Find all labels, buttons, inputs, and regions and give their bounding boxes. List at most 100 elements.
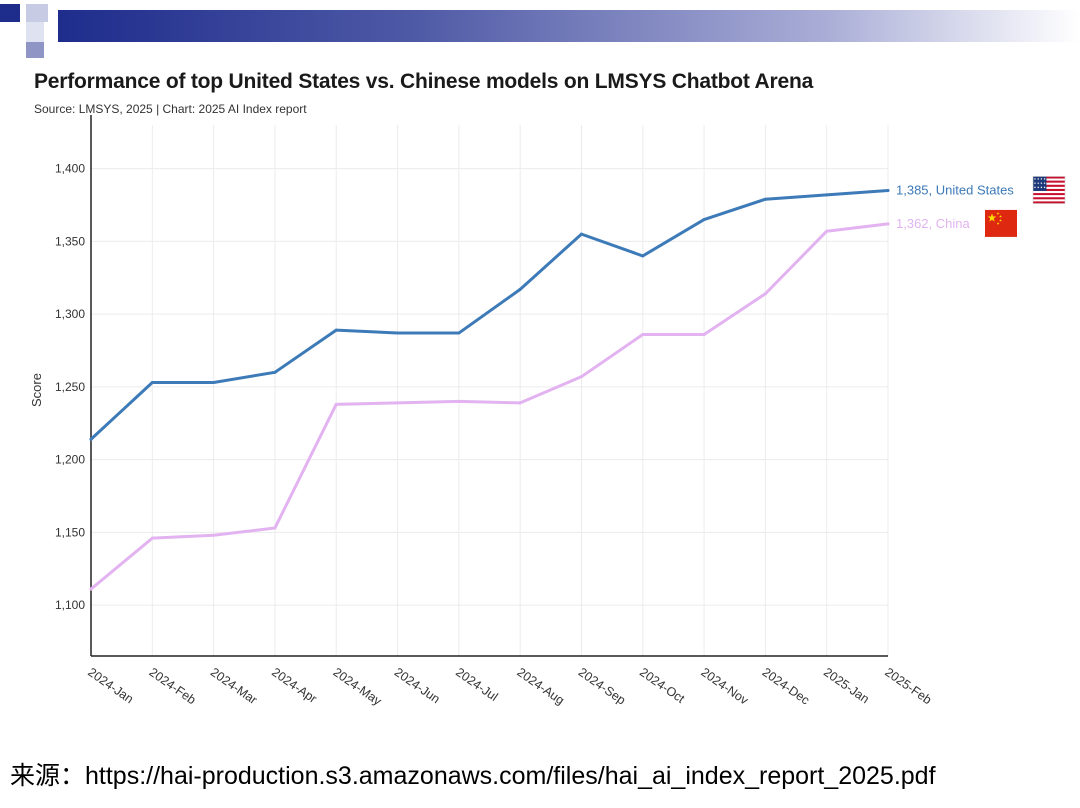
flag-star	[1034, 182, 1036, 184]
flag-stripe	[1033, 180, 1065, 183]
x-tick-label: 2024-Oct	[637, 665, 688, 706]
flag-star	[1040, 182, 1043, 184]
data-point	[518, 401, 522, 405]
flag-star	[1040, 186, 1043, 189]
data-point	[579, 232, 583, 236]
flag-stripe	[1033, 199, 1065, 202]
header-gradient-bar	[58, 10, 1080, 42]
header-square-1	[0, 4, 20, 22]
chart-subtitle: Source: LMSYS, 2025 | Chart: 2025 AI Ind…	[34, 102, 307, 116]
data-point	[763, 197, 767, 201]
data-point	[273, 370, 277, 374]
y-tick-label: 1,250	[55, 380, 85, 394]
data-point	[212, 533, 216, 537]
data-point	[457, 399, 461, 403]
x-tick-label: 2024-Dec	[760, 665, 812, 708]
x-tick-label: 2025-Feb	[882, 665, 934, 707]
flag-star	[996, 221, 1000, 225]
flag-stripe	[1033, 188, 1065, 192]
y-tick-label: 1,400	[55, 162, 85, 176]
x-tick-label: 2024-Apr	[269, 665, 319, 706]
series-line-china	[89, 222, 890, 591]
x-tick-label: 2024-Aug	[514, 665, 566, 708]
header-square-3	[26, 22, 44, 42]
data-point	[886, 188, 890, 192]
series-line-united-states	[89, 188, 890, 441]
flag-star	[1043, 186, 1046, 189]
flag-field	[985, 209, 1017, 237]
flag-stripe	[1033, 195, 1065, 198]
flag-star	[1043, 178, 1046, 180]
data-point	[641, 254, 645, 258]
data-point	[518, 287, 522, 291]
flag-stripe	[1033, 178, 1065, 181]
data-point	[150, 380, 154, 384]
source-url[interactable]: https://hai-production.s3.amazonaws.com/…	[85, 762, 936, 790]
data-point	[457, 331, 461, 335]
footer-source: 来源：https://hai-production.s3.amazonaws.c…	[10, 756, 936, 792]
x-tick-label: 2024-Jun	[392, 665, 443, 706]
data-point	[702, 218, 706, 222]
china-flag-icon	[985, 209, 1017, 237]
header-square-4	[26, 42, 44, 58]
x-tick-label: 2024-Feb	[147, 665, 199, 707]
flag-star	[1037, 178, 1039, 180]
flag-star	[996, 211, 1000, 215]
line-chart: 1,100 1,150 1,200 1,250 1,300 1,350 1,400 2024-…	[29, 115, 1066, 709]
y-tick-label: 1,300	[55, 307, 85, 321]
data-point	[273, 526, 277, 530]
x-tick-label: 2024-Jan	[85, 665, 136, 706]
series-end-label: 1,385, United States	[896, 182, 1014, 197]
x-tick-label: 2024-Nov	[698, 665, 751, 708]
flag-star	[987, 213, 997, 222]
flag-star	[1040, 178, 1043, 180]
flag-star	[999, 214, 1002, 218]
data-point	[579, 375, 583, 379]
x-tick-label: 2024-May	[331, 665, 385, 709]
data-point	[825, 229, 829, 233]
y-tick-label: 1,100	[55, 598, 85, 612]
flag-star	[1037, 186, 1039, 189]
flag-star	[1034, 178, 1036, 180]
flag-stripe	[1033, 184, 1065, 188]
flag-canton	[1033, 176, 1047, 192]
series-end-label: 1,362, China	[896, 216, 970, 231]
y-tick-label: 1,200	[55, 453, 85, 467]
flag-stripe	[1033, 182, 1065, 185]
data-point	[641, 332, 645, 336]
y-tick-label: 1,350	[55, 234, 85, 248]
flag-stripe	[1033, 176, 1065, 179]
flag-stripe	[1033, 197, 1065, 200]
data-point	[396, 401, 400, 405]
x-tick-label: 2024-Jul	[453, 665, 500, 704]
y-tick-label: 1,150	[55, 525, 85, 539]
data-point	[763, 292, 767, 296]
data-point	[89, 587, 93, 591]
flag-star	[1034, 186, 1036, 189]
source-label: 来源：	[10, 761, 86, 790]
us-flag-icon	[1032, 176, 1066, 204]
flag-stripe	[1033, 201, 1065, 204]
x-tick-label: 2025-Jan	[821, 665, 872, 706]
flag-star	[1043, 182, 1046, 184]
x-tick-label: 2024-Sep	[576, 665, 628, 708]
chart-title: Performance of top United States vs. Chi…	[34, 70, 814, 93]
data-point	[702, 332, 706, 336]
data-point	[886, 222, 890, 226]
data-point	[825, 193, 829, 197]
data-point	[396, 331, 400, 335]
header-square-2	[26, 4, 48, 22]
flag-star	[1037, 182, 1039, 184]
data-point	[212, 380, 216, 384]
slide-header	[0, 0, 1080, 62]
data-point	[334, 328, 338, 332]
flag-star	[999, 218, 1002, 222]
y-axis-title: Score	[29, 373, 44, 407]
data-point	[334, 402, 338, 406]
data-point	[150, 536, 154, 540]
data-point	[89, 437, 93, 441]
flag-stripe	[1033, 191, 1065, 194]
flag-stripe	[1033, 186, 1065, 190]
flag-stripe	[1033, 193, 1065, 196]
flag-border	[1032, 176, 1066, 204]
